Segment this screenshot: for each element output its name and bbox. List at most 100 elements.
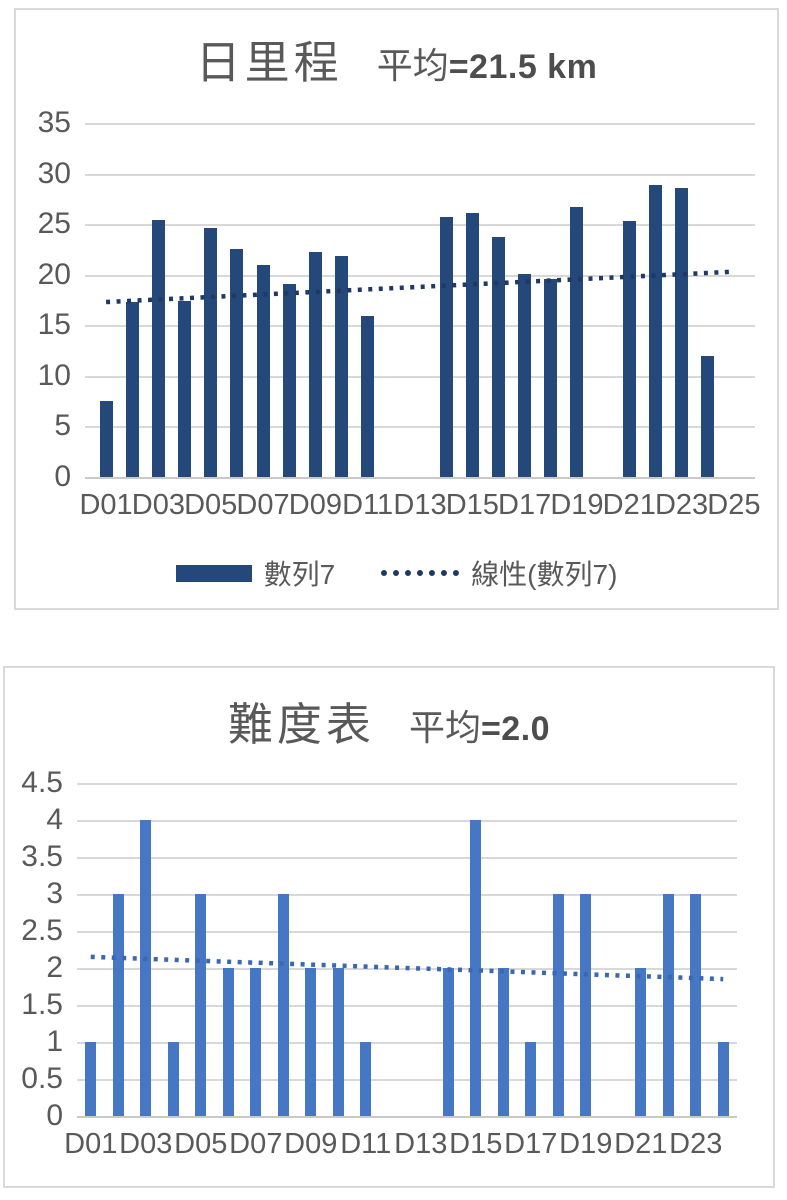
x-axis-label-D19: D19 xyxy=(550,489,604,521)
y-axis-label-0: 0 xyxy=(54,460,71,493)
x-axis-label-D23: D23 xyxy=(669,1128,723,1160)
bar-D17 xyxy=(518,273,532,477)
x-axis-label-D07: D07 xyxy=(229,1128,283,1160)
y-axis-label-0: 0 xyxy=(46,1099,63,1132)
trendline xyxy=(105,269,735,305)
x-axis-label-D15: D15 xyxy=(449,1128,503,1160)
gridline-2.5 xyxy=(77,931,737,933)
bar-D08 xyxy=(277,894,289,1116)
bar-D01 xyxy=(85,1042,97,1116)
x-axis-label-D13: D13 xyxy=(393,489,447,521)
x-axis-label-D17: D17 xyxy=(498,489,552,521)
bar-D03 xyxy=(151,220,165,477)
bar-D14 xyxy=(439,217,453,477)
x-axis-label-D05: D05 xyxy=(174,1128,228,1160)
bar-D06 xyxy=(222,968,234,1116)
bar-D16 xyxy=(491,237,505,477)
x-axis-label-D01: D01 xyxy=(64,1128,118,1160)
x-axis-label-D25: D25 xyxy=(707,489,761,521)
chart-title: 難度表 平均=2.0 xyxy=(5,688,773,753)
bar-D24 xyxy=(717,1042,729,1116)
gridline-15 xyxy=(85,325,755,328)
x-axis-label-D09: D09 xyxy=(288,489,342,521)
trendline-legend-label: 線性(數列7) xyxy=(471,559,618,590)
x-axis-label-D09: D09 xyxy=(284,1128,338,1160)
bar-D21 xyxy=(635,968,647,1116)
bar-D15 xyxy=(465,213,479,477)
gridline-20 xyxy=(85,274,755,277)
gridline-4 xyxy=(77,820,737,822)
bar-D05 xyxy=(204,228,218,477)
gridline-0 xyxy=(85,477,755,479)
bar-D14 xyxy=(442,968,454,1116)
y-axis-label-30: 30 xyxy=(37,156,71,190)
plot-area: 0 5 10 15 20 25 30 35 D01 D03 D05 D07 D09 D11 D13 D15 D1… xyxy=(38,107,761,522)
bar-D03 xyxy=(140,820,152,1116)
bar-D22 xyxy=(662,894,674,1116)
bar-D11 xyxy=(361,316,375,477)
bar-D21 xyxy=(622,221,636,477)
daily-mileage-chart-card: 日里程 平均=21.5 km 0 5 10 15 20 25 30 35 D01 D03 D05 D07… xyxy=(14,8,779,610)
plot-area: 0 0.5 1 1.5 2 2.5 3 3.5 4 4.5 D01 D03 D05 D07 D09 D11 D1… xyxy=(21,767,737,1160)
chart-title: 日里程 平均=21.5 km xyxy=(16,26,777,91)
y-axis-label-5: 5 xyxy=(54,409,71,443)
gridline-25 xyxy=(85,224,755,227)
x-axis-label-D19: D19 xyxy=(559,1128,613,1160)
bar-D23 xyxy=(690,894,702,1116)
gridline-3 xyxy=(77,894,737,896)
bar-D02 xyxy=(125,302,139,477)
bar-D04 xyxy=(167,1042,179,1116)
x-axis-label-D21: D21 xyxy=(602,489,656,521)
gridline-3.5 xyxy=(77,857,737,859)
chart-title-main: 日里程 xyxy=(195,36,343,89)
y-axis-label-15: 15 xyxy=(37,308,71,342)
chart-title-average: 平均=21.5 km xyxy=(377,46,598,87)
gridline-1 xyxy=(77,1042,737,1044)
bar-D02 xyxy=(112,894,124,1116)
average-label: 平均 xyxy=(408,708,481,749)
y-axis-label-1.5: 1.5 xyxy=(21,988,63,1021)
bar-D05 xyxy=(195,894,207,1116)
y-axis-label-2: 2 xyxy=(46,951,63,984)
bar-D08 xyxy=(282,283,296,477)
trendline xyxy=(90,954,724,982)
bar-D10 xyxy=(332,968,344,1116)
y-axis-label-20: 20 xyxy=(37,257,71,291)
average-label: 平均 xyxy=(376,46,449,87)
bar-D16 xyxy=(497,968,509,1116)
bar-D07 xyxy=(250,968,262,1116)
gridline-35 xyxy=(85,123,755,125)
x-axis-label-D03: D03 xyxy=(131,489,185,521)
x-axis-label-D13: D13 xyxy=(394,1128,448,1160)
bar-D10 xyxy=(335,255,349,477)
y-axis-label-25: 25 xyxy=(37,207,71,241)
bar-D11 xyxy=(360,1042,372,1116)
bar-D09 xyxy=(305,968,317,1116)
bar-D01 xyxy=(99,401,113,477)
y-axis-label-4: 4 xyxy=(46,803,63,836)
average-value: =21.5 km xyxy=(448,48,598,86)
gridline-4.5 xyxy=(77,783,737,785)
gridline-0 xyxy=(77,1116,737,1118)
bar-D19 xyxy=(570,206,584,477)
x-axis-label-D21: D21 xyxy=(614,1128,668,1160)
x-axis-label-D05: D05 xyxy=(184,489,238,521)
gridline-30 xyxy=(85,173,755,176)
bar-D07 xyxy=(256,264,270,477)
x-axis-label-D11: D11 xyxy=(340,1128,392,1160)
gridline-10 xyxy=(85,375,755,378)
bar-D06 xyxy=(230,249,244,477)
x-axis-label-D15: D15 xyxy=(445,489,499,521)
bar-D17 xyxy=(525,1042,537,1116)
y-axis-label-2.5: 2.5 xyxy=(21,914,63,947)
x-axis-label-D11: D11 xyxy=(342,489,394,521)
bar-D19 xyxy=(580,894,592,1116)
y-axis-label-35: 35 xyxy=(37,106,71,139)
y-axis-label-1: 1 xyxy=(46,1025,63,1058)
bar-D24 xyxy=(701,355,715,477)
x-axis-label-D03: D03 xyxy=(119,1128,173,1160)
bar-D15 xyxy=(470,820,482,1116)
y-axis-label-3: 3 xyxy=(46,877,63,910)
bar-D23 xyxy=(675,187,689,477)
